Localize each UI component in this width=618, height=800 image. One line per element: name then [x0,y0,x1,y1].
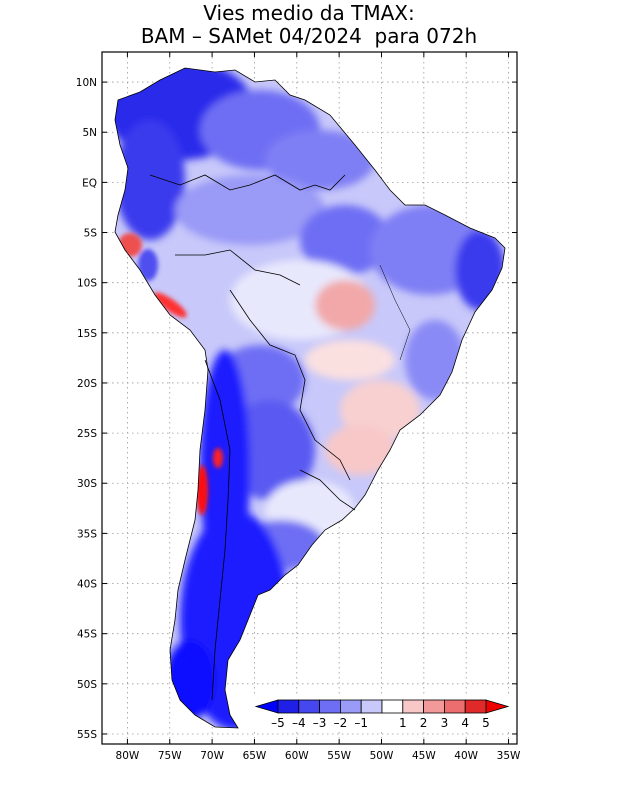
border-uruguay [299,469,356,511]
border-bolivia-paraguay [229,289,351,481]
colorbar-cell [277,699,300,714]
colorbar-label: –2 [334,716,348,730]
map-frame [102,52,517,744]
bias-peru-blue [138,249,158,281]
coastline [114,67,506,729]
map-border [101,51,518,745]
x-tick-label: 45W [412,750,436,762]
colorbar-cell [402,699,424,714]
colorbar-label: –3 [313,716,327,730]
x-tick-label: 75W [158,750,182,762]
colorbar-cell [443,699,466,714]
x-tick-label: 50W [370,750,394,762]
y-tick-label: 45S [77,629,97,641]
y-tick-label: 40S [77,579,97,591]
colorbar-label: –1 [354,716,368,730]
x-tick-label: 65W [243,750,267,762]
colorbar-label: 1 [399,716,407,730]
border-north [149,174,346,191]
colorbar-cell [298,699,320,714]
bias-amazon-north [175,175,325,245]
bias-mato-grosso-positive [315,280,375,330]
title-line-2: BAM – SAMet 04/2024 para 072h [140,24,478,48]
y-tick-label: 35S [77,528,97,540]
y-tick-label: 5N [82,127,97,139]
x-tick-label: 60W [285,750,309,762]
coastline-and-borders [114,67,506,729]
y-tick-label: 10N [76,77,97,89]
colorbar-cell [319,699,341,714]
x-axis-ticks: 80W 75W 70W 65W 60W 55W 50W 45W 40W 35W [116,52,521,762]
bias-parana-positive [325,425,395,475]
colorbar-cell [464,699,487,714]
y-tick-label: 20S [77,378,97,390]
colorbar-label: 3 [441,716,449,730]
colorbar-label: –4 [292,716,306,730]
border-chile-argentina [204,359,231,701]
bias-peru-andes-positive [153,292,187,318]
y-tick-label: 50S [77,679,97,691]
y-tick-label: 5S [84,228,98,240]
y-tick-label: 10S [77,278,97,290]
bias-amazon-east [300,205,390,275]
y-tick-label: 25S [77,428,97,440]
y-tick-label: 30S [77,478,97,490]
colorbar: –5 –4 –3 –2 –1 1 2 3 4 5 [254,694,512,732]
bias-goias-positive [305,340,395,380]
border-brazil-states [379,264,411,361]
y-tick-label: 15S [77,328,97,340]
x-tick-label: 55W [327,750,351,762]
x-tick-label: 80W [116,750,140,762]
x-tick-label: 35W [497,750,521,762]
colorbar-label: 4 [461,716,469,730]
colorbar-cell [360,699,383,714]
border-peru-brazil [175,249,301,286]
x-tick-label: 70W [200,750,224,762]
y-tick-label: 55S [77,729,97,741]
title-line-1: Vies medio da TMAX: [203,1,415,25]
bias-ecuador-highlands [115,120,185,240]
colorbar-label: –5 [271,716,285,730]
colorbar-label: 2 [420,716,428,730]
colorbar-cell [339,699,362,714]
colorbar-cell [423,699,445,714]
colorbar-cell [381,699,404,714]
map-title: Vies medio da TMAX: BAM – SAMet 04/2024 … [0,2,618,48]
bias-chile-north-positive [213,448,223,468]
bias-guianas [265,130,375,190]
bias-andes-south [200,350,250,590]
y-tick-label: EQ [82,177,97,189]
colorbar-label: 5 [482,716,490,730]
x-tick-label: 40W [454,750,478,762]
y-axis-ticks: 10N 5N EQ 5S 10S 15S 20S 25S 30S 35S 40S 45S 50S 55S [76,77,517,741]
